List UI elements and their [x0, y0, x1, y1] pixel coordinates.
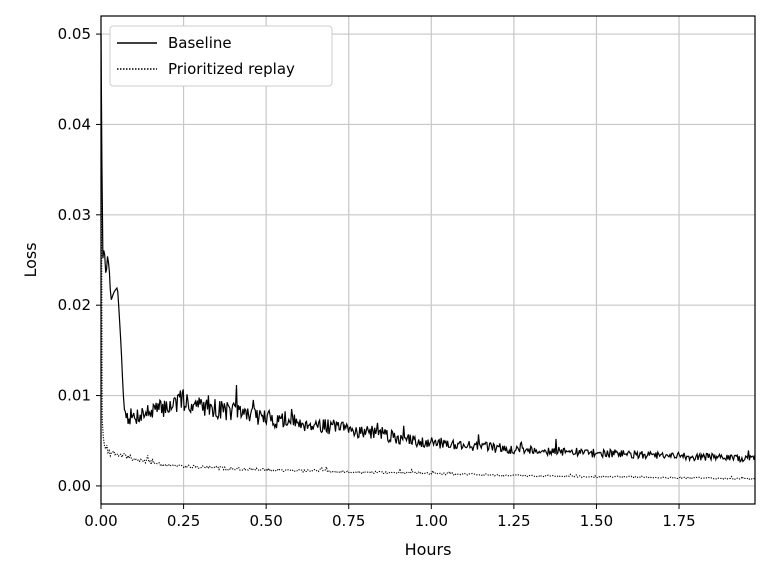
y-tick-label: 0.03 [58, 206, 91, 224]
series-layer [100, 34, 756, 481]
y-tick-label: 0.01 [58, 387, 91, 405]
x-tick-label: 1.25 [497, 512, 530, 530]
series-line-prioritized-replay [100, 34, 756, 481]
x-tick-label: 0.00 [84, 512, 117, 530]
x-tick-label: 0.25 [167, 512, 200, 530]
x-tick-label: 1.75 [662, 512, 695, 530]
grid [100, 16, 755, 504]
tick-marks [96, 33, 680, 509]
x-tick-label: 0.50 [249, 512, 282, 530]
tick-labels: 0.00 0.25 0.50 0.75 1.00 1.25 1.50 1.75 0.00 0.01… [58, 25, 696, 530]
legend-box [109, 25, 333, 87]
series-line-baseline [100, 34, 756, 464]
y-tick-label: 0.05 [58, 25, 91, 43]
x-tick-label: 0.75 [332, 512, 365, 530]
y-tick-label: 0.02 [58, 296, 91, 314]
y-tick-label: 0.04 [58, 115, 91, 133]
legend-label-prioritized-replay: Prioritized replay [168, 60, 295, 78]
x-axis-title: Hours [405, 540, 452, 559]
x-tick-label: 1.00 [415, 512, 448, 530]
y-tick-label: 0.00 [58, 477, 91, 495]
legend-label-baseline: Baseline [168, 34, 232, 52]
y-axis-title: Loss [21, 242, 40, 277]
x-tick-label: 1.50 [580, 512, 613, 530]
legend: Baseline Prioritized replay [109, 25, 333, 87]
plot-frame [100, 15, 756, 505]
